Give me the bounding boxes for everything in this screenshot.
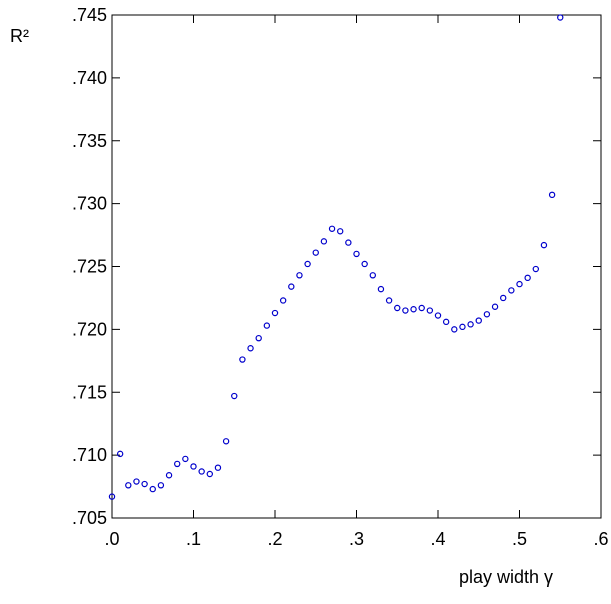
data-point bbox=[491, 303, 499, 310]
data-point bbox=[214, 464, 222, 471]
data-point bbox=[222, 438, 230, 445]
data-point bbox=[157, 482, 165, 489]
y-tick-label: .720 bbox=[72, 319, 107, 339]
data-point bbox=[483, 311, 491, 318]
data-point bbox=[108, 493, 116, 500]
data-point bbox=[426, 307, 434, 314]
x-axis-label: play width γ bbox=[459, 567, 553, 587]
data-point bbox=[279, 297, 287, 304]
data-point bbox=[467, 321, 474, 328]
data-point bbox=[557, 14, 564, 21]
data-point bbox=[508, 287, 515, 294]
data-point bbox=[394, 304, 401, 312]
data-point bbox=[116, 450, 124, 458]
data-point bbox=[182, 455, 189, 463]
y-tick-label: .710 bbox=[72, 445, 107, 465]
data-point bbox=[288, 283, 295, 290]
data-point bbox=[125, 482, 132, 489]
data-point bbox=[361, 260, 368, 268]
data-point bbox=[500, 294, 507, 302]
y-tick-label: .730 bbox=[72, 194, 107, 214]
data-point bbox=[377, 285, 385, 293]
x-tick-label: .6 bbox=[593, 529, 608, 549]
data-point bbox=[206, 470, 213, 478]
data-point bbox=[239, 356, 246, 363]
data-point bbox=[345, 239, 352, 246]
data-point bbox=[271, 309, 279, 317]
data-point bbox=[190, 463, 197, 470]
data-point bbox=[165, 472, 173, 479]
y-tick-label: .745 bbox=[72, 5, 107, 25]
data-point bbox=[141, 480, 148, 488]
y-tick-label: .740 bbox=[72, 68, 107, 88]
data-point bbox=[532, 265, 540, 273]
data-point bbox=[548, 191, 556, 199]
data-point bbox=[410, 306, 417, 313]
data-point bbox=[475, 317, 482, 324]
data-point bbox=[434, 312, 442, 319]
data-point bbox=[304, 260, 311, 268]
data-point bbox=[516, 280, 523, 288]
data-point bbox=[320, 238, 328, 245]
data-point bbox=[451, 326, 458, 333]
y-tick-label: .705 bbox=[72, 508, 107, 528]
y-tick-label: .725 bbox=[72, 257, 107, 277]
x-tick-label: .5 bbox=[512, 529, 527, 549]
x-axis-ticks: .0 .1 .2 .3 .4 .5 .6 bbox=[104, 15, 609, 549]
x-tick-label: .4 bbox=[430, 529, 445, 549]
data-point bbox=[337, 228, 344, 235]
data-point bbox=[263, 322, 271, 329]
data-point bbox=[312, 249, 319, 256]
data-point bbox=[198, 468, 205, 475]
data-point bbox=[442, 318, 450, 326]
x-tick-label: .2 bbox=[267, 529, 282, 549]
x-tick-label: .0 bbox=[104, 529, 119, 549]
data-point bbox=[255, 334, 262, 342]
x-tick-label: .3 bbox=[349, 529, 364, 549]
data-point bbox=[133, 478, 140, 485]
data-point bbox=[369, 272, 376, 279]
data-point bbox=[296, 272, 303, 279]
y-tick-label: .735 bbox=[72, 131, 107, 151]
data-point bbox=[459, 323, 466, 331]
data-point bbox=[328, 225, 336, 232]
data-point bbox=[353, 250, 360, 258]
data-point bbox=[231, 392, 238, 400]
data-point bbox=[385, 297, 393, 304]
data-point bbox=[540, 241, 548, 249]
plot-frame bbox=[111, 14, 602, 519]
y-axis-ticks: .705 .710 .715 .720 .725 .730 .735 .740 .745 bbox=[72, 5, 601, 528]
data-point bbox=[418, 304, 425, 312]
data-point bbox=[247, 345, 254, 352]
x-tick-label: .1 bbox=[186, 529, 201, 549]
y-tick-label: .715 bbox=[72, 382, 107, 402]
data-point bbox=[149, 485, 156, 493]
data-point bbox=[173, 460, 181, 468]
data-point bbox=[402, 307, 409, 314]
y-axis-label: R² bbox=[10, 26, 29, 46]
data-points bbox=[108, 14, 564, 500]
data-point bbox=[524, 274, 531, 282]
